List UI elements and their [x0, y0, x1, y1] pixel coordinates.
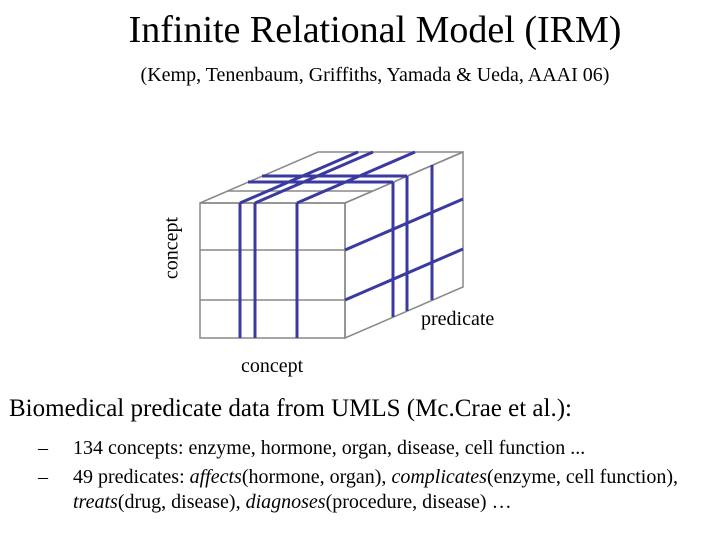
- bullet-text: (hormone, organ),: [241, 466, 392, 488]
- bullet: – 134 concepts: enzyme, hormone, organ, d…: [38, 436, 718, 461]
- bullet-text: (procedure, disease) …: [325, 491, 512, 513]
- bullet-text: (enzyme, cell function),: [486, 466, 678, 488]
- bullet-text: affects: [189, 466, 242, 488]
- title: Infinite Relational Model (IRM): [128, 9, 622, 51]
- bullet-text: complicates: [391, 466, 487, 488]
- bullet-text: 134 concepts: enzyme, hormone, organ, di…: [73, 437, 586, 459]
- bullet-text: treats: [73, 491, 118, 513]
- blue-line: [344, 247, 464, 302]
- front-face: [199, 202, 346, 339]
- bullet-text: (drug, disease),: [117, 491, 246, 513]
- right-face: [344, 150, 464, 340]
- heading: Biomedical predicate data from UMLS (Mc.…: [9, 395, 572, 422]
- axis-label: concept: [241, 355, 304, 377]
- bullet-list: – 134 concepts: enzyme, hormone, organ, d…: [38, 436, 718, 519]
- axis-label: concept: [160, 216, 183, 280]
- bullet-text: diagnoses: [245, 491, 326, 513]
- axis-label: predicate: [421, 308, 495, 330]
- bullet-text: 49 predicates:: [73, 466, 190, 488]
- bullet-marker: –: [38, 437, 48, 459]
- bullet: – 49 predicates: affects(hormone, organ),…: [38, 465, 718, 515]
- bullet-marker: –: [38, 466, 48, 488]
- subtitle: (Kemp, Tenenbaum, Griffiths, Yamada & Ue…: [140, 64, 610, 86]
- cluster-lines: [238, 150, 464, 338]
- blue-line: [344, 197, 464, 252]
